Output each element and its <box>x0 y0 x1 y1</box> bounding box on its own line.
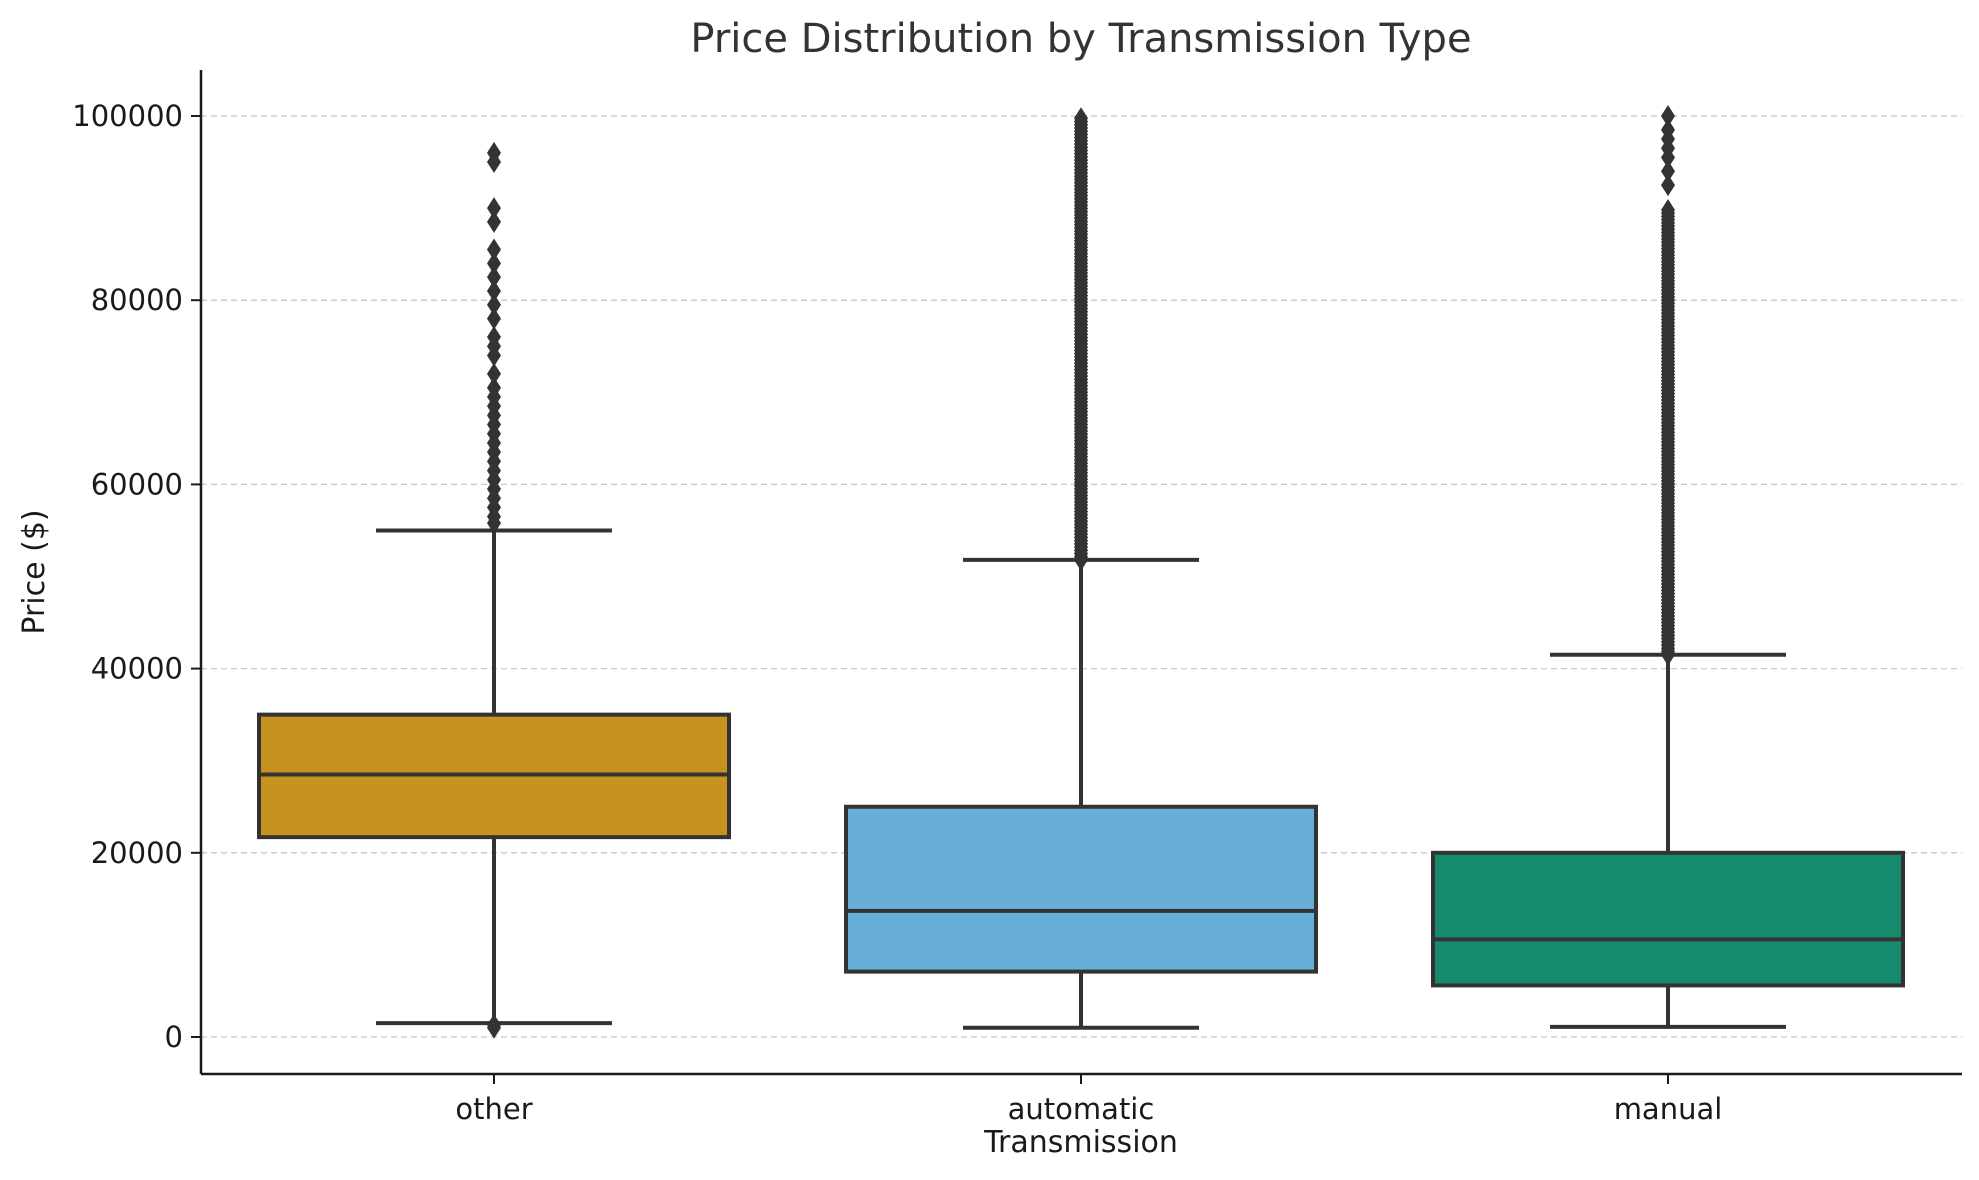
outlier-point <box>487 279 501 302</box>
outlier-point <box>487 266 501 289</box>
outlier-point <box>487 326 501 349</box>
outlier-point <box>487 1014 501 1037</box>
outlier-point <box>1661 174 1675 197</box>
y-axis-label: Price ($) <box>17 509 52 634</box>
x-tick-label: manual <box>1614 1092 1723 1126</box>
outlier-point <box>487 376 501 399</box>
iqr-box <box>1431 850 1905 988</box>
outlier-point <box>487 252 501 275</box>
outlier-point <box>1074 107 1088 130</box>
y-tick-label: 80000 <box>91 283 183 317</box>
outlier-point <box>1661 105 1675 127</box>
boxes-layer <box>257 105 1905 1039</box>
y-tick-label: 20000 <box>91 836 183 870</box>
outlier-point <box>487 238 501 261</box>
outlier-point <box>487 362 501 385</box>
iqr-box <box>844 804 1318 974</box>
outlier-point <box>1661 160 1675 183</box>
x-axis-label: Transmission <box>983 1125 1178 1160</box>
outlier-point <box>487 210 501 233</box>
outlier-point <box>487 141 501 164</box>
outlier-point <box>1661 118 1675 141</box>
x-tick-label: automatic <box>1008 1092 1155 1126</box>
box-group-manual <box>1431 105 1905 1029</box>
y-tick-label: 100000 <box>72 99 183 133</box>
outlier-point <box>1661 198 1675 221</box>
chart-title: Price Distribution by Transmission Type <box>690 16 1471 62</box>
y-tick-label: 60000 <box>91 467 183 501</box>
ticks-layer: 0 20000 40000 60000 80000 100000 other automati… <box>72 99 1722 1126</box>
x-tick-label: other <box>455 1092 532 1126</box>
box-group-automatic <box>844 107 1318 1030</box>
outlier-point <box>487 293 501 316</box>
outlier-point <box>487 197 501 220</box>
box-group-other <box>257 141 731 1039</box>
y-tick-label: 0 <box>165 1020 183 1054</box>
y-tick-label: 40000 <box>91 652 183 686</box>
outlier-point <box>487 307 501 330</box>
